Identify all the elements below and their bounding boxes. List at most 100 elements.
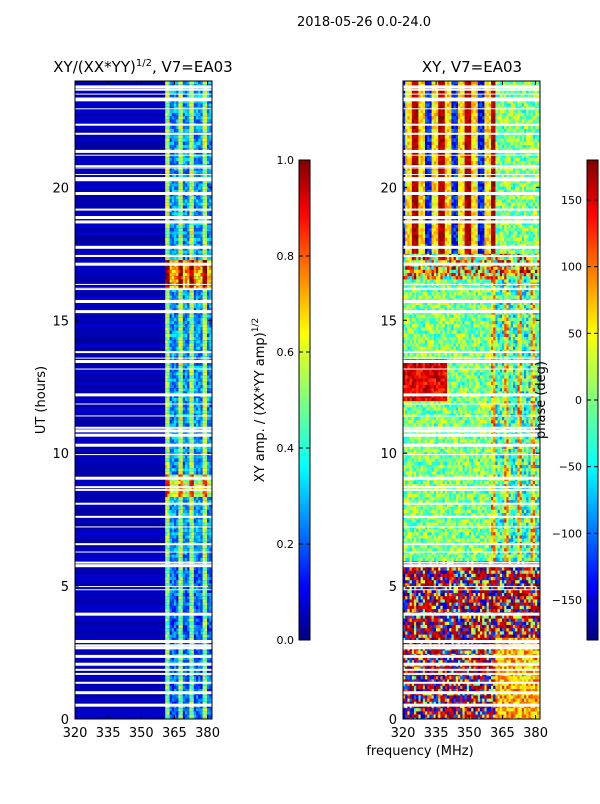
amplitude-cell <box>203 574 206 578</box>
amplitude-cell <box>176 574 179 578</box>
amplitude-cell <box>189 631 192 635</box>
amplitude-cell <box>207 116 210 120</box>
amplitude-cell <box>172 292 175 296</box>
amplitude-cell <box>181 337 184 341</box>
amplitude-cell <box>194 695 197 699</box>
amplitude-cell <box>170 331 173 335</box>
amplitude-cell <box>174 129 177 133</box>
amplitude-cell <box>174 321 177 325</box>
phase-cell <box>440 91 443 95</box>
amplitude-cell <box>181 699 184 703</box>
amplitude-cell <box>196 231 199 235</box>
amplitude-cell <box>167 382 170 386</box>
amplitude-cell <box>187 305 190 309</box>
amplitude-cell <box>194 235 197 239</box>
amplitude-cell <box>196 171 199 175</box>
amplitude-cell <box>181 318 184 322</box>
amplitude-cell <box>181 555 184 559</box>
amplitude-cell <box>189 343 192 347</box>
amplitude-cell <box>183 462 186 466</box>
amplitude-cell <box>165 139 168 143</box>
amplitude-cell <box>174 331 177 335</box>
amplitude-ylabel: UT (hours) <box>34 366 49 434</box>
phase-cell <box>414 81 417 85</box>
amplitude-cell <box>181 718 184 722</box>
amplitude-cell <box>198 119 201 123</box>
amplitude-cell <box>200 411 203 415</box>
amplitude-cell <box>174 327 177 331</box>
amplitude-cell <box>187 273 190 277</box>
amplitude-cell <box>172 231 175 235</box>
amplitude-cell <box>172 609 175 613</box>
amplitude-cell <box>176 449 179 453</box>
amplitude-cell <box>181 708 184 712</box>
amplitude-cell <box>203 686 206 690</box>
amplitude-cell <box>172 126 175 130</box>
amplitude-cell <box>209 708 212 712</box>
amplitude-cell <box>189 596 192 600</box>
amplitude-cell <box>207 228 210 232</box>
amplitude-cell <box>185 651 188 655</box>
amplitude-cell <box>187 622 190 626</box>
amplitude-cell <box>203 81 206 85</box>
amplitude-cell <box>174 267 177 271</box>
amplitude-cell <box>187 462 190 466</box>
amplitude-cell <box>165 270 168 274</box>
amplitude-cell <box>200 126 203 130</box>
amplitude-cell <box>176 411 179 415</box>
amplitude-cell <box>196 417 199 421</box>
amplitude-cell <box>198 494 201 498</box>
amplitude-cell <box>207 615 210 619</box>
amplitude-cell <box>200 631 203 635</box>
amplitude-cell <box>185 619 188 623</box>
amplitude-cell <box>203 449 206 453</box>
amplitude-cell <box>196 321 199 325</box>
amplitude-cell <box>189 334 192 338</box>
amplitude-cell <box>200 606 203 610</box>
amplitude-cell <box>205 276 208 280</box>
amplitude-cell <box>189 129 192 133</box>
amplitude-cell <box>185 315 188 319</box>
amplitude-cell <box>178 135 181 139</box>
amplitude-cell <box>176 91 179 95</box>
amplitude-cell <box>198 103 201 107</box>
amplitude-cell <box>170 81 173 85</box>
amplitude-cell <box>167 363 170 367</box>
amplitude-cell <box>205 718 208 722</box>
phase-cell <box>462 81 465 85</box>
amplitude-panel-title-main: XY/(XX*YY) <box>53 58 136 76</box>
amplitude-cell <box>174 491 177 495</box>
amplitude-cell <box>207 580 210 584</box>
amplitude-gap <box>75 646 212 649</box>
amplitude-cell <box>178 619 181 623</box>
amplitude-cell <box>176 417 179 421</box>
amplitude-cell <box>167 327 170 331</box>
amplitude-cell <box>170 334 173 338</box>
amplitude-cell <box>176 699 179 703</box>
amplitude-cell <box>170 343 173 347</box>
amplitude-cell <box>174 228 177 232</box>
amplitude-cell <box>176 238 179 242</box>
phase-cell <box>451 81 454 85</box>
amplitude-cell <box>200 651 203 655</box>
phase-cell <box>495 81 498 85</box>
amplitude-cell <box>192 171 195 175</box>
amplitude-cell <box>189 327 192 331</box>
amplitude-cell <box>178 187 181 191</box>
amplitude-cell <box>194 327 197 331</box>
amplitude-cell <box>181 526 184 530</box>
amplitude-cell <box>198 596 201 600</box>
amplitude-cell <box>178 305 181 309</box>
amplitude-cell <box>194 337 197 341</box>
amplitude-cell <box>183 455 186 459</box>
amplitude-cell <box>178 273 181 277</box>
amplitude-cell <box>187 212 190 216</box>
amplitude-cell <box>167 334 170 338</box>
amplitude-cell <box>203 324 206 328</box>
amplitude-cell <box>167 251 170 255</box>
amplitude-cell <box>205 379 208 383</box>
amplitude-cell <box>205 331 208 335</box>
amplitude-cell <box>185 407 188 411</box>
amplitude-cell <box>194 625 197 629</box>
amplitude-cell <box>200 363 203 367</box>
